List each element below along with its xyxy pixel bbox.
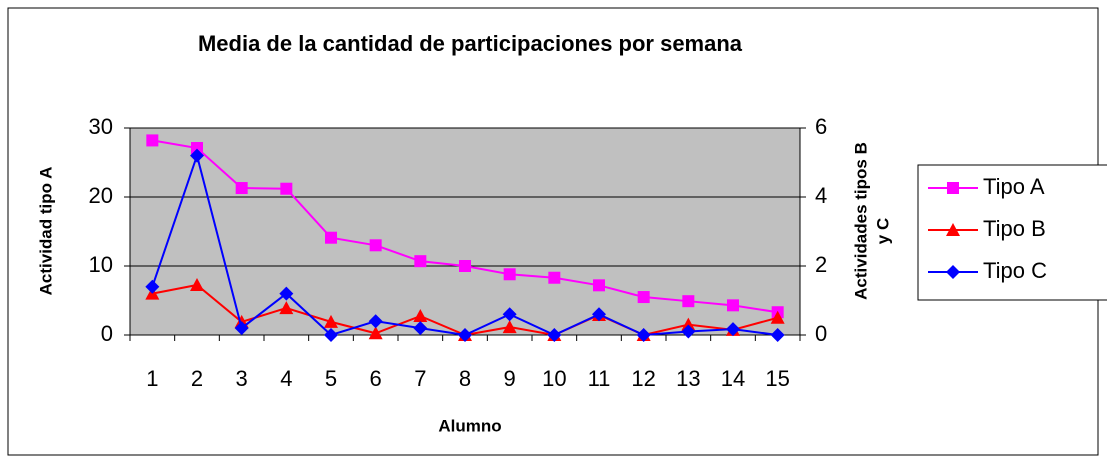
x-tick-label: 8: [459, 366, 471, 391]
data-point: [547, 328, 562, 342]
data-point: [726, 322, 740, 337]
x-tick-label: 2: [191, 366, 203, 391]
legend-marker: [947, 182, 959, 194]
data-point: [502, 320, 517, 334]
data-point: [727, 299, 739, 312]
x-tick-label: 15: [765, 366, 789, 391]
y2-tick-label: 2: [815, 252, 827, 277]
data-point: [414, 255, 427, 268]
data-point: [146, 134, 159, 147]
data-point: [145, 279, 160, 294]
data-point: [324, 328, 338, 342]
y-label-group: Actividad tipo A: [36, 167, 55, 296]
y2-tick-label: 6: [815, 114, 827, 139]
legend-label: Tipo B: [983, 216, 1046, 241]
legend-label: Tipo A: [983, 174, 1045, 199]
x-tick-label: 12: [631, 366, 655, 391]
data-point: [682, 295, 695, 308]
legend-marker: [946, 223, 960, 236]
y-tick-label: 30: [89, 114, 113, 139]
x-tick-label: 11: [588, 366, 611, 391]
data-point: [235, 182, 248, 195]
data-point: [369, 239, 382, 252]
y2-tick-label: 4: [815, 183, 827, 208]
data-point: [458, 328, 472, 342]
data-point: [592, 307, 606, 322]
data-point: [368, 326, 383, 340]
y2-label-group: Actividades tipos B: [851, 142, 870, 300]
y2-tick-label: 0: [815, 321, 827, 346]
legend-marker: [946, 265, 960, 279]
data-point: [234, 321, 249, 336]
data-point: [459, 260, 471, 272]
data-point: [413, 321, 428, 336]
x-tick-label: 5: [325, 366, 337, 391]
data-point: [324, 314, 338, 328]
data-point: [190, 277, 204, 291]
y-tick-label: 0: [101, 321, 113, 346]
y2-axis-label: y C: [873, 218, 892, 244]
data-point: [279, 301, 294, 315]
data-point: [190, 148, 204, 163]
y-tick-label: 10: [89, 252, 113, 277]
data-point: [681, 317, 696, 331]
data-point: [770, 310, 785, 324]
data-point: [191, 142, 203, 155]
x-tick-label: 4: [280, 366, 292, 391]
chart-title: Media de la cantidad de participaciones …: [198, 31, 743, 56]
data-point: [681, 324, 696, 339]
data-point: [413, 309, 428, 323]
data-point: [548, 271, 561, 284]
x-tick-label: 3: [236, 366, 248, 391]
x-tick-label: 14: [721, 366, 745, 391]
x-tick-label: 13: [676, 366, 700, 391]
x-tick-label: 6: [370, 366, 382, 391]
data-point: [637, 291, 650, 304]
x-tick-label: 10: [542, 366, 566, 391]
data-point: [503, 268, 516, 281]
y-axis-label: Actividad tipo A: [36, 167, 55, 296]
plot-area: [129, 127, 801, 336]
data-point: [279, 286, 294, 301]
x-tick-label: 1: [146, 366, 158, 391]
data-point: [368, 314, 383, 329]
x-tick-label: 7: [414, 366, 426, 391]
data-point: [325, 231, 337, 244]
data-point: [502, 307, 517, 322]
data-point: [770, 328, 785, 342]
data-point: [280, 182, 293, 195]
data-point: [593, 279, 605, 292]
y-tick-label: 20: [89, 183, 113, 208]
x-tick-label: 9: [504, 366, 516, 391]
y2-axis-label: Actividades tipos B: [851, 142, 870, 300]
x-axis-label: Alumno: [438, 416, 501, 435]
legend-label: Tipo C: [983, 258, 1047, 283]
data-point: [636, 328, 651, 342]
